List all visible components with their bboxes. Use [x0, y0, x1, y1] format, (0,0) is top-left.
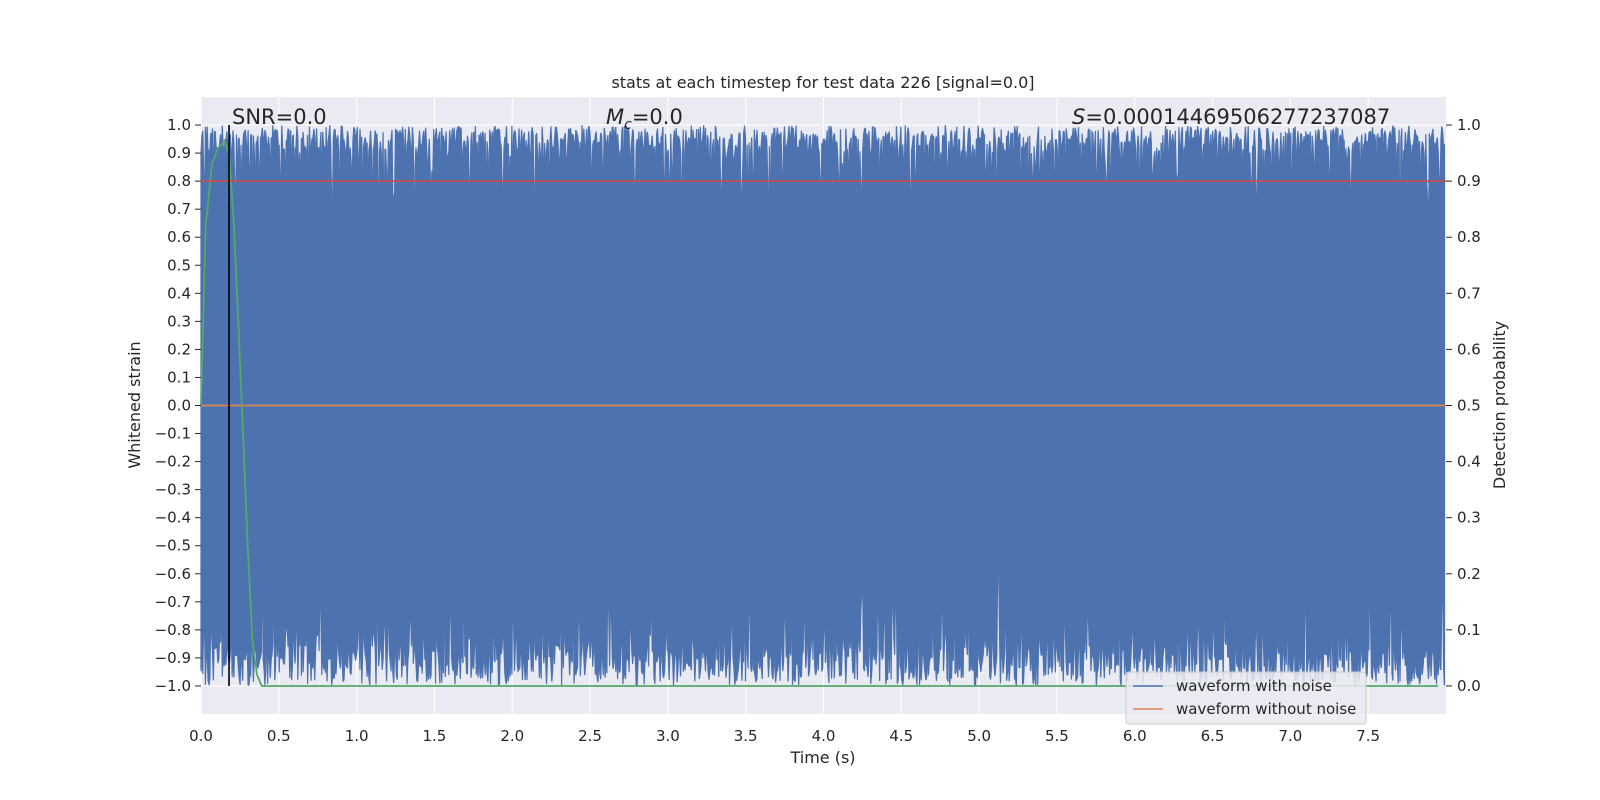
axes-layer: 0.0 0.5 1.0 1.5 2.0 2.5 3.0 3.5 4.0 4.5 5.0 5.5 6.0 6…: [155, 116, 1481, 745]
y-tick-label: −0.9: [155, 649, 191, 667]
legend-label-waveform-with-noise: waveform with noise: [1176, 677, 1332, 695]
x-tick-label: 4.5: [889, 727, 913, 745]
x-tick-label: 5.5: [1045, 727, 1069, 745]
mc-subscript: c: [624, 117, 632, 133]
y2-tick-label: 0.7: [1457, 284, 1481, 302]
x-tick-label: 5.0: [967, 727, 991, 745]
x-tick-label: 6.5: [1201, 727, 1225, 745]
y-tick-label: −0.1: [155, 425, 191, 443]
s-annotation: S=0.00014469506277237087: [1072, 105, 1390, 129]
y2-tick-label: 0.6: [1457, 340, 1481, 358]
x-tick-label: 0.5: [267, 727, 291, 745]
legend-box: [1125, 671, 1367, 725]
y2-tick-label: 0.3: [1457, 509, 1481, 527]
x-tick-label: 7.0: [1278, 727, 1302, 745]
y2-tick-label: 0.8: [1457, 228, 1481, 246]
y-tick-label: 0.5: [167, 256, 191, 274]
y-axis-label: Whitened strain: [125, 341, 144, 468]
s-symbol: S: [1072, 105, 1085, 129]
legend-label-waveform-without-noise: waveform without noise: [1176, 700, 1356, 718]
y-tick-label: 0.0: [167, 397, 191, 415]
y-tick-label: −0.4: [155, 509, 191, 527]
y-tick-label: −0.8: [155, 621, 191, 639]
x-tick-label: 1.0: [345, 727, 369, 745]
x-tick-label: 2.0: [500, 727, 524, 745]
series-detection-probability: [200, 140, 1439, 687]
y2-tick-label: 1.0: [1457, 116, 1481, 134]
x-tick-label: 6.0: [1123, 727, 1147, 745]
x-axis-label: Time (s): [789, 748, 855, 767]
y2-tick-label: 0.0: [1457, 677, 1481, 695]
mc-value: =0.0: [632, 105, 683, 129]
lines-layer: [200, 125, 1446, 687]
x-tick-label: 3.5: [734, 727, 758, 745]
y-tick-label: 0.6: [167, 228, 191, 246]
chart-title: stats at each timestep for test data 226…: [611, 73, 1034, 92]
chirp-mass-annotation: Mc=0.0: [606, 105, 683, 133]
y-tick-label: 0.2: [167, 340, 191, 358]
y-tick-label: 0.8: [167, 172, 191, 190]
y-tick-label: −0.7: [155, 593, 191, 611]
y-tick-label: −1.0: [155, 677, 191, 695]
mc-symbol: M: [606, 105, 624, 129]
y-tick-label: −0.6: [155, 565, 191, 583]
x-tick-label: 2.5: [578, 727, 602, 745]
x-tick-label: 3.0: [656, 727, 680, 745]
y-tick-label: 0.3: [167, 312, 191, 330]
x-tick-label: 4.0: [812, 727, 836, 745]
x-tick-label: 0.0: [189, 727, 213, 745]
y-tick-label: 0.1: [167, 368, 191, 386]
x-tick-label: 1.5: [423, 727, 447, 745]
y-tick-label: −0.2: [155, 453, 191, 471]
y-tick-label: −0.5: [155, 537, 191, 555]
y-tick-label: −0.3: [155, 481, 191, 499]
y-tick-label: 1.0: [167, 116, 191, 134]
y2-tick-label: 0.9: [1457, 172, 1481, 190]
y2-tick-label: 0.5: [1457, 397, 1481, 415]
s-value: =0.00014469506277237087: [1085, 105, 1390, 129]
y-tick-label: 0.4: [167, 284, 191, 302]
y2-axis-label: Detection probability: [1490, 321, 1509, 489]
snr-annotation: SNR=0.0: [232, 105, 327, 129]
y2-tick-label: 0.1: [1457, 621, 1481, 639]
y-tick-label: 0.9: [167, 144, 191, 162]
y-tick-label: 0.7: [167, 200, 191, 218]
y2-tick-label: 0.4: [1457, 453, 1481, 471]
legend: waveform with noise waveform without noi…: [1125, 671, 1367, 725]
y2-tick-label: 0.2: [1457, 565, 1481, 583]
x-tick-label: 7.5: [1356, 727, 1380, 745]
